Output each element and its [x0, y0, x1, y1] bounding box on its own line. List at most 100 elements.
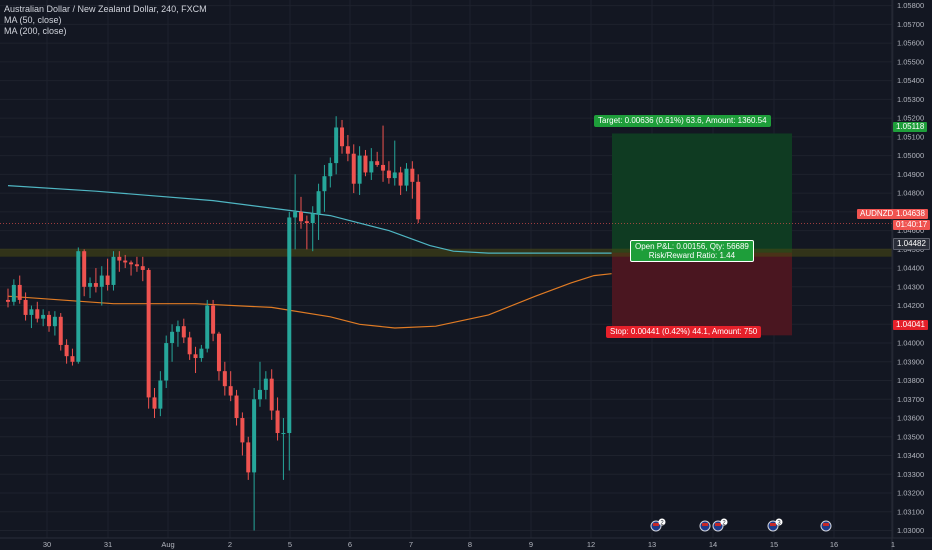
candle-down [134, 256, 139, 272]
time-axis[interactable]: 30 31 Aug 2 5 6 7 8 9 12 13 14 15 16 1 [0, 537, 932, 549]
candle-body [58, 316, 63, 345]
candle-body [404, 168, 409, 186]
candle-body [140, 266, 145, 270]
candle-up [199, 344, 204, 362]
time-tick-label: 9 [529, 540, 533, 549]
candle-body [386, 170, 391, 179]
candle-up [310, 206, 315, 252]
candle-body [392, 172, 397, 179]
candle-up [263, 371, 268, 400]
candle-body [134, 264, 139, 267]
time-tick-label: 15 [770, 540, 778, 549]
symbol-name-tag: AUDNZD [857, 209, 897, 219]
candle-body [11, 284, 16, 302]
candle-body [181, 326, 186, 338]
time-tick-label: 7 [409, 540, 413, 549]
candle-body [369, 161, 374, 173]
stop-label[interactable]: Stop: 0.00441 (0.42%) 44.1, Amount: 750 [606, 326, 762, 338]
chart-legend: Australian Dollar / New Zealand Dollar, … [4, 4, 207, 37]
candle-body [375, 161, 380, 165]
candle-body [29, 309, 34, 315]
flag-stripe [770, 523, 776, 526]
event-badge [658, 518, 666, 526]
candle-body [47, 314, 52, 327]
position-zones [0, 133, 892, 336]
candle-body [129, 262, 134, 265]
candle-down [93, 268, 98, 293]
price-tick-label: 1.04800 [897, 189, 924, 198]
candle-down [363, 149, 368, 177]
candle-body [322, 176, 327, 192]
candle-body [228, 386, 233, 396]
event-flag-icon [699, 520, 711, 532]
candle-down [410, 161, 415, 199]
candle-down [398, 166, 403, 195]
entry-price-tag: 1.04482 [893, 238, 930, 250]
candle-down [228, 371, 233, 402]
candle-body [64, 344, 69, 357]
candle-body [252, 399, 257, 473]
time-tick-label: 31 [104, 540, 112, 549]
candle-body [398, 172, 403, 186]
candle-body [187, 337, 192, 355]
event-badge [720, 518, 728, 526]
candle-body [105, 275, 110, 285]
last-price-tag: 1.04638 [893, 209, 928, 219]
candle-up [11, 279, 16, 306]
candle-up [29, 305, 34, 329]
legend-symbol[interactable]: Australian Dollar / New Zealand Dollar, … [4, 4, 207, 14]
candle-body [299, 211, 303, 222]
moving-averages [7, 185, 612, 329]
target-price-tag: 1.05118 [893, 122, 928, 132]
candle-down [64, 339, 69, 364]
price-tick-label: 1.05200 [897, 114, 924, 123]
candle-body [381, 164, 386, 171]
candle-down [129, 260, 134, 276]
price-tick-label: 1.03900 [897, 357, 924, 366]
candle-body [35, 309, 40, 319]
time-tick-label: 12 [587, 540, 595, 549]
candle-body [158, 380, 163, 409]
price-tick-label: 1.04200 [897, 301, 924, 310]
event-badge-count: 2 [722, 521, 726, 527]
candle-down [299, 196, 303, 229]
candle-body [345, 146, 350, 154]
time-tick-label: 2 [228, 540, 232, 549]
time-tick-label: 13 [648, 540, 656, 549]
event-flag-icon: 2 [650, 518, 666, 532]
event-flag-icon: 3 [767, 518, 783, 532]
time-tick-label: Aug [161, 540, 174, 549]
target-label[interactable]: Target: 0.00636 (0.61%) 63.6, Amount: 13… [594, 115, 771, 127]
legend-ma200[interactable]: MA (200, close) [4, 26, 67, 36]
candle-up [281, 418, 286, 480]
price-tick-label: 1.05300 [897, 95, 924, 104]
event-badge-count: 2 [660, 521, 664, 527]
candle-down [146, 268, 151, 409]
candle-up [158, 371, 163, 417]
candle-down [222, 361, 227, 396]
candle-up [334, 116, 339, 175]
candle-body [93, 283, 98, 287]
candle-down [246, 436, 251, 480]
candle-up [404, 163, 409, 192]
candle-down [345, 134, 350, 162]
event-flag-icon: 2 [712, 518, 728, 532]
candle-body [351, 153, 356, 184]
time-tick-label: 8 [468, 540, 472, 549]
candle-body [316, 191, 321, 214]
candle-body [240, 418, 245, 443]
price-tick-label: 1.04600 [897, 226, 924, 235]
open-pl-box[interactable]: Open P&L: 0.00156, Qty: 56689 Risk/Rewar… [630, 240, 754, 262]
candle-body [17, 284, 22, 300]
legend-ma50[interactable]: MA (50, close) [4, 15, 62, 25]
price-tick-label: 1.04000 [897, 339, 924, 348]
candle-down [240, 412, 245, 456]
price-tick-label: 1.05000 [897, 151, 924, 160]
countdown-tag: 01:40:17 [893, 220, 931, 230]
time-tick-label: 30 [43, 540, 51, 549]
candle-up [252, 388, 257, 531]
candle-down [17, 275, 22, 304]
candle-up [392, 140, 397, 186]
candle-body [257, 389, 262, 400]
